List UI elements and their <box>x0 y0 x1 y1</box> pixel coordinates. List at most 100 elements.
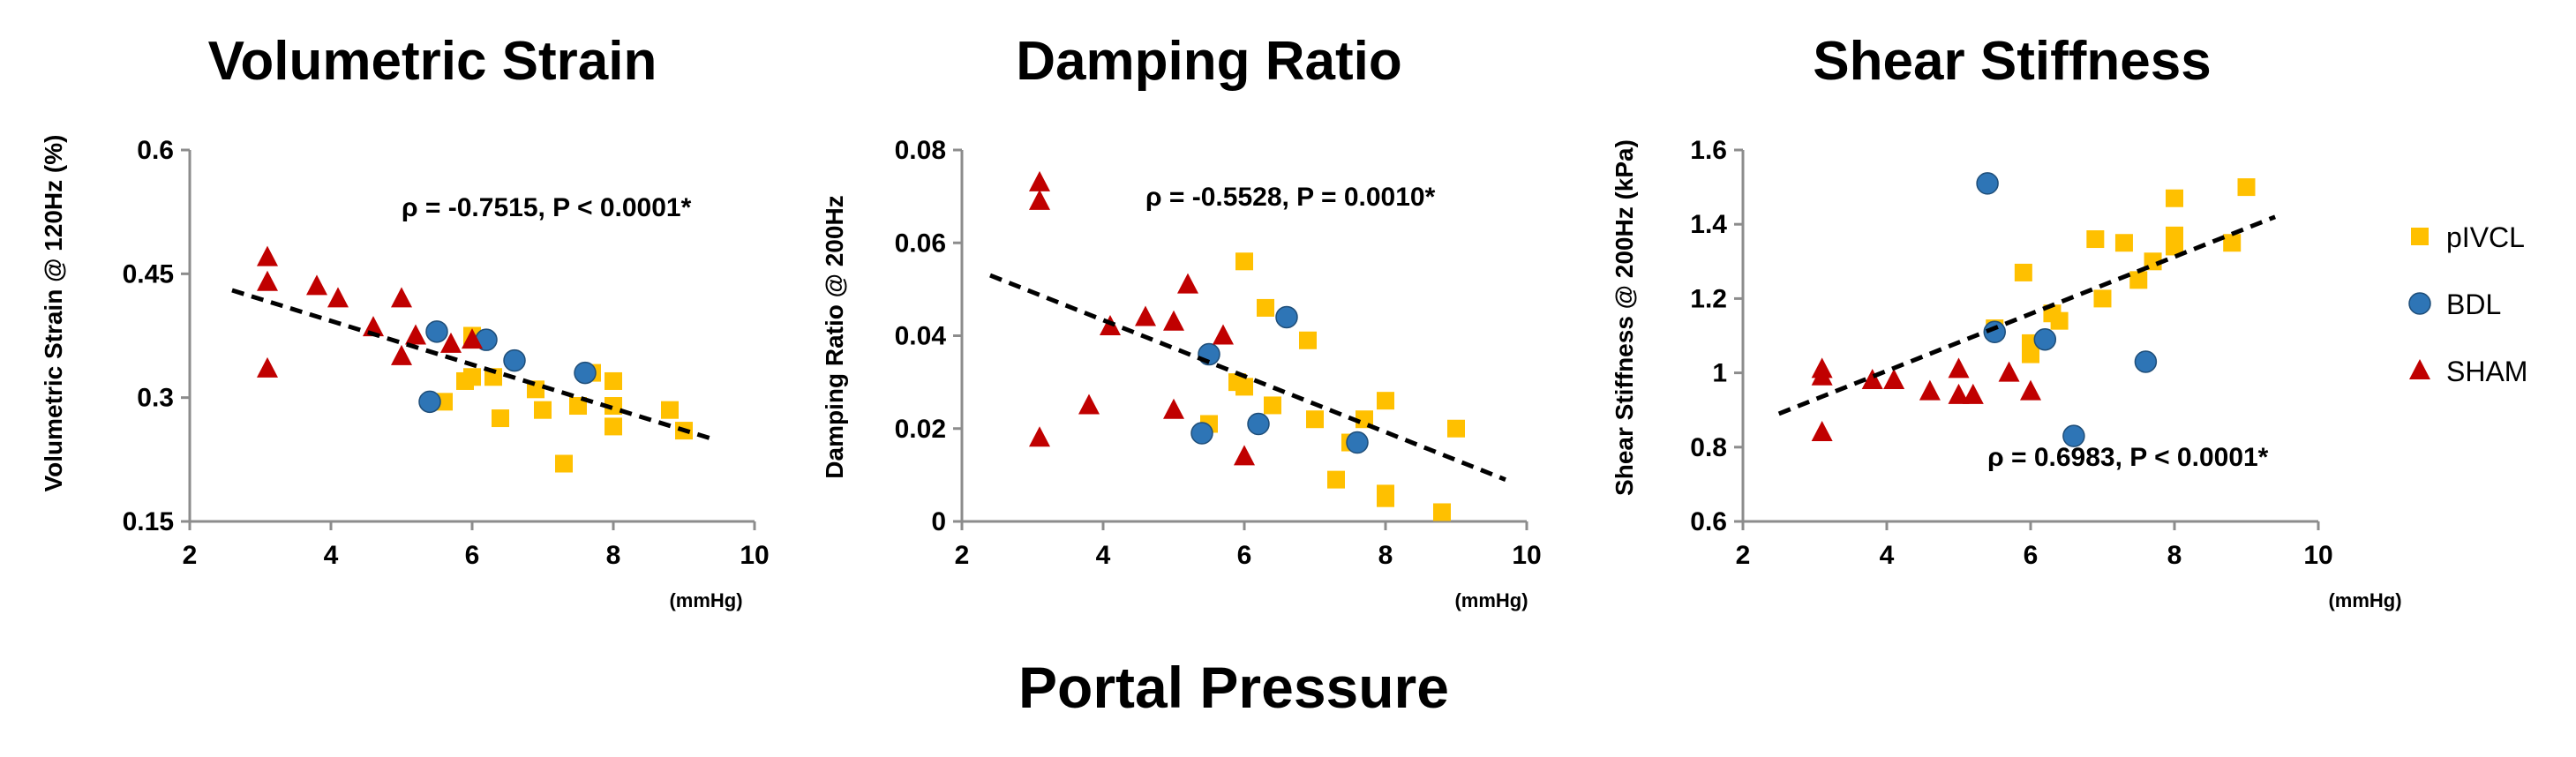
data-point-sham <box>1029 426 1050 447</box>
x-unit-label: (mmHg) <box>669 589 742 611</box>
y-tick-label: 0.08 <box>895 136 946 165</box>
data-point-pivcl <box>1447 419 1465 438</box>
data-point-sham <box>1811 420 1833 441</box>
legend-label: BDL <box>2446 289 2501 320</box>
x-tick-label: 4 <box>1096 541 1111 570</box>
panel-title: Volumetric Strain <box>208 31 657 92</box>
data-point-bdl <box>425 320 448 343</box>
data-point-sham <box>1029 170 1050 191</box>
y-axis-label: Damping Ratio @ 200Hz <box>821 195 848 478</box>
x-tick-label: 6 <box>1237 541 1252 570</box>
data-point-bdl <box>2062 424 2085 447</box>
data-point-sham <box>462 328 483 349</box>
data-point-sham <box>1135 305 1156 326</box>
data-point-pivcl <box>463 368 481 386</box>
x-tick-label: 2 <box>955 541 970 570</box>
x-tick-label: 6 <box>465 541 480 570</box>
data-point-sham <box>257 245 278 266</box>
data-point-sham <box>1948 383 1970 404</box>
data-point-pivcl <box>1299 331 1317 349</box>
x-tick-label: 8 <box>606 541 621 570</box>
data-point-pivcl <box>484 368 502 386</box>
data-point-pivcl <box>605 417 622 436</box>
data-point-bdl <box>1346 431 1369 454</box>
trend-line <box>1777 214 2277 416</box>
data-point-sham <box>363 316 384 337</box>
x-unit-label: (mmHg) <box>1454 589 1528 611</box>
y-tick-label: 0.06 <box>895 229 946 258</box>
data-point-sham <box>1883 369 1905 390</box>
x-tick-label: 10 <box>1512 541 1541 570</box>
data-point-sham <box>1078 393 1100 415</box>
trend-line <box>231 288 713 441</box>
legend-label: SHAM <box>2446 356 2527 387</box>
data-point-pivcl <box>2223 234 2242 252</box>
data-point-pivcl <box>1264 396 1281 415</box>
y-tick-label: 1 <box>1712 359 1727 388</box>
data-point-bdl <box>503 349 526 372</box>
data-point-pivcl <box>605 371 622 390</box>
legend-label: pIVCL <box>2446 221 2525 253</box>
x-tick-label: 10 <box>740 541 769 570</box>
y-tick-label: 0.45 <box>123 259 174 289</box>
data-point-sham <box>391 287 412 308</box>
data-point-pivcl <box>1235 252 1253 271</box>
x-unit-label: (mmHg) <box>2328 589 2401 611</box>
y-tick-label: 0.15 <box>123 507 174 536</box>
data-point-pivcl <box>2237 178 2256 197</box>
data-point-pivcl <box>555 454 573 473</box>
y-tick-label: 0.3 <box>137 384 174 413</box>
data-point-pivcl <box>2093 289 2112 308</box>
data-point-pivcl <box>2086 230 2105 249</box>
data-point-pivcl <box>1257 298 1274 317</box>
data-point-sham <box>1948 357 1970 378</box>
data-point-pivcl <box>1433 503 1451 521</box>
data-point-bdl <box>1190 422 1213 445</box>
data-point-sham <box>1962 383 1984 404</box>
legend-entry-pivcl: pIVCL <box>2411 221 2525 253</box>
data-point-pivcl <box>2114 234 2133 252</box>
data-point-bdl <box>1983 320 2006 344</box>
x-tick-label: 10 <box>2303 541 2332 570</box>
legend-marker-circle <box>2408 292 2431 315</box>
data-point-sham <box>440 332 462 353</box>
data-point-bdl <box>574 361 597 385</box>
x-tick-label: 6 <box>2024 541 2039 570</box>
correlation-annotation: ρ = 0.6983, P < 0.0001* <box>1987 443 2269 472</box>
y-tick-label: 0.6 <box>137 136 174 165</box>
y-tick-label: 1.2 <box>1690 284 1727 313</box>
data-point-sham <box>1177 273 1198 294</box>
data-point-pivcl <box>2050 311 2069 330</box>
data-point-sham <box>257 356 278 378</box>
correlation-annotation: ρ = -0.5528, P = 0.0010* <box>1145 183 1436 212</box>
y-tick-label: 0.02 <box>895 415 946 444</box>
data-point-pivcl <box>2022 345 2039 364</box>
data-point-pivcl <box>1377 489 1394 507</box>
data-point-pivcl <box>605 397 622 416</box>
data-point-sham <box>306 274 327 296</box>
data-point-bdl <box>2033 327 2057 351</box>
panel-volumetric-strain: Volumetric Strain Volumetric Strain @ 12… <box>40 31 770 611</box>
data-point-sham <box>1998 361 2020 382</box>
panel-shear-stiffness: Shear Stiffness Shear Stiffness @ 200Hz … <box>1611 31 2402 611</box>
data-point-sham <box>1234 445 1255 466</box>
data-point-pivcl <box>1327 470 1345 489</box>
data-point-bdl <box>1247 412 1270 436</box>
x-tick-label: 2 <box>1736 541 1751 570</box>
data-point-sham <box>391 344 412 365</box>
shared-x-axis-label: Portal Pressure <box>1018 655 1449 720</box>
data-point-sham <box>1919 379 1941 401</box>
y-tick-label: 1.4 <box>1690 210 1727 239</box>
y-axis-label: Shear Stiffness @ 200Hz (kPa) <box>1611 139 1638 496</box>
legend-entry-bdl: BDL <box>2408 289 2501 320</box>
data-point-sham <box>257 270 278 291</box>
data-point-pivcl <box>1235 378 1253 396</box>
panel-title: Shear Stiffness <box>1813 31 2211 92</box>
x-tick-label: 8 <box>2167 541 2182 570</box>
data-point-bdl <box>418 390 441 414</box>
y-tick-label: 0.6 <box>1690 507 1727 536</box>
legend-entry-sham: SHAM <box>2409 356 2527 387</box>
data-point-sham <box>1163 398 1184 419</box>
data-point-sham <box>1213 324 1234 345</box>
